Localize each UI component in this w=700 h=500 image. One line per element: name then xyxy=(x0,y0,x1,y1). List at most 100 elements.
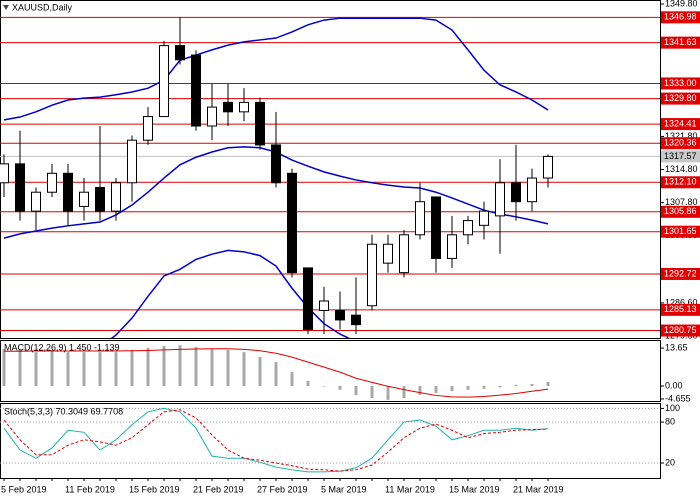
macd-bar xyxy=(258,357,262,386)
y-tick-label: 80 xyxy=(665,416,675,426)
macd-bar xyxy=(402,386,406,398)
macd-bar xyxy=(146,347,150,386)
candle-body xyxy=(511,182,521,203)
candle-body xyxy=(351,314,361,326)
candle-body xyxy=(303,267,313,330)
candle-body xyxy=(111,182,121,212)
candle-body xyxy=(431,196,441,259)
macd-bar xyxy=(418,386,422,395)
macd-bar xyxy=(530,384,534,386)
macd-bar xyxy=(226,349,230,386)
macd-bar xyxy=(322,386,326,387)
y-tick-label: 1286.60 xyxy=(665,297,698,307)
macd-panel xyxy=(0,340,661,402)
macd-bar xyxy=(370,386,374,398)
macd-signal xyxy=(4,348,549,398)
candle-body xyxy=(47,172,57,193)
level-label-box xyxy=(661,303,700,316)
candle-body xyxy=(191,54,201,127)
macd-bar xyxy=(34,352,38,386)
level-label: 1305.86 xyxy=(664,206,697,216)
candle-body xyxy=(383,243,393,264)
macd-bar xyxy=(546,381,550,386)
y-tick-label: 20 xyxy=(665,457,675,467)
level-label: 1329.80 xyxy=(664,93,697,103)
level-label-box xyxy=(661,176,700,189)
macd-bar xyxy=(130,349,134,386)
candle-body xyxy=(255,101,265,146)
y-tick-label: 1314.80 xyxy=(665,164,698,174)
x-tick-label: 5 Mar 2019 xyxy=(321,484,367,494)
macd-bar xyxy=(178,345,182,386)
macd-bar xyxy=(210,349,214,386)
candle-body xyxy=(335,309,345,321)
x-tick-label: 15 Feb 2019 xyxy=(129,484,180,494)
macd-title: MACD(12,26,9) 1.450 -1.139 xyxy=(4,342,120,352)
macd-bar xyxy=(50,349,54,386)
candle-body xyxy=(0,163,9,184)
stoch-main xyxy=(3,407,549,473)
candle-body xyxy=(543,155,553,179)
level-label: 1333.00 xyxy=(664,78,697,88)
candle-body xyxy=(463,220,473,236)
candle-body xyxy=(367,243,377,307)
level-label-box xyxy=(661,118,700,131)
band-lower xyxy=(110,249,350,338)
candle-body xyxy=(15,163,25,212)
candle-body xyxy=(63,172,73,212)
x-tick-label: 11 Feb 2019 xyxy=(65,484,115,494)
level-label: 1285.13 xyxy=(664,304,697,314)
macd-bar xyxy=(82,352,86,386)
macd-bar xyxy=(498,386,502,388)
macd-bar xyxy=(114,352,118,386)
macd-bar xyxy=(162,346,166,386)
x-tick-label: 27 Feb 2019 xyxy=(257,484,308,494)
macd-bar xyxy=(306,381,310,386)
macd-bar xyxy=(514,384,518,386)
stoch-panel xyxy=(0,403,661,479)
candle-body xyxy=(143,116,153,141)
macd-bar xyxy=(66,352,70,386)
macd-bar xyxy=(386,386,390,400)
level-label-box xyxy=(661,225,700,238)
candle-body xyxy=(319,300,329,311)
level-label-box xyxy=(661,324,700,337)
stoch-title: Stoch(5,3,3) 70.3049 69.7708 xyxy=(4,406,123,416)
candle-body xyxy=(287,172,297,274)
candle-body xyxy=(271,144,281,184)
main-plot xyxy=(0,16,660,338)
macd-bar xyxy=(290,372,294,386)
y-tick-label: 13.65 xyxy=(665,342,688,352)
candle-body xyxy=(159,45,169,118)
candle-body xyxy=(95,186,105,212)
level-label: 1292.72 xyxy=(664,268,697,278)
candle-body xyxy=(527,177,537,203)
candle-body xyxy=(79,191,89,207)
macd-bar xyxy=(18,349,22,386)
level-label: 1320.36 xyxy=(664,138,697,148)
candle-body xyxy=(239,101,249,113)
y-tick-label: 1349.80 xyxy=(665,0,698,8)
stoch-signal xyxy=(3,409,549,472)
candle-body xyxy=(127,139,137,184)
level-label-box xyxy=(661,92,700,105)
level-label-box xyxy=(661,77,700,90)
last-price-label: 1317.57 xyxy=(664,151,697,161)
x-tick-label: 15 Mar 2019 xyxy=(449,484,500,494)
level-label: 1312.10 xyxy=(664,177,697,187)
x-tick-label: 11 Mar 2019 xyxy=(385,484,435,494)
y-tick-label: 1307.80 xyxy=(665,197,698,207)
y-tick-label: 1321.80 xyxy=(665,131,698,141)
candle-body xyxy=(447,234,457,259)
chart-title: XAUUSD,Daily xyxy=(12,2,73,12)
macd-bar xyxy=(2,349,6,386)
candle-body xyxy=(399,234,409,274)
macd-bar xyxy=(274,362,278,386)
macd-bar xyxy=(482,386,486,389)
macd-bar xyxy=(450,386,454,391)
macd-plot xyxy=(2,345,550,400)
macd-bar xyxy=(338,386,342,390)
y-tick-label: 0.00 xyxy=(665,380,683,390)
